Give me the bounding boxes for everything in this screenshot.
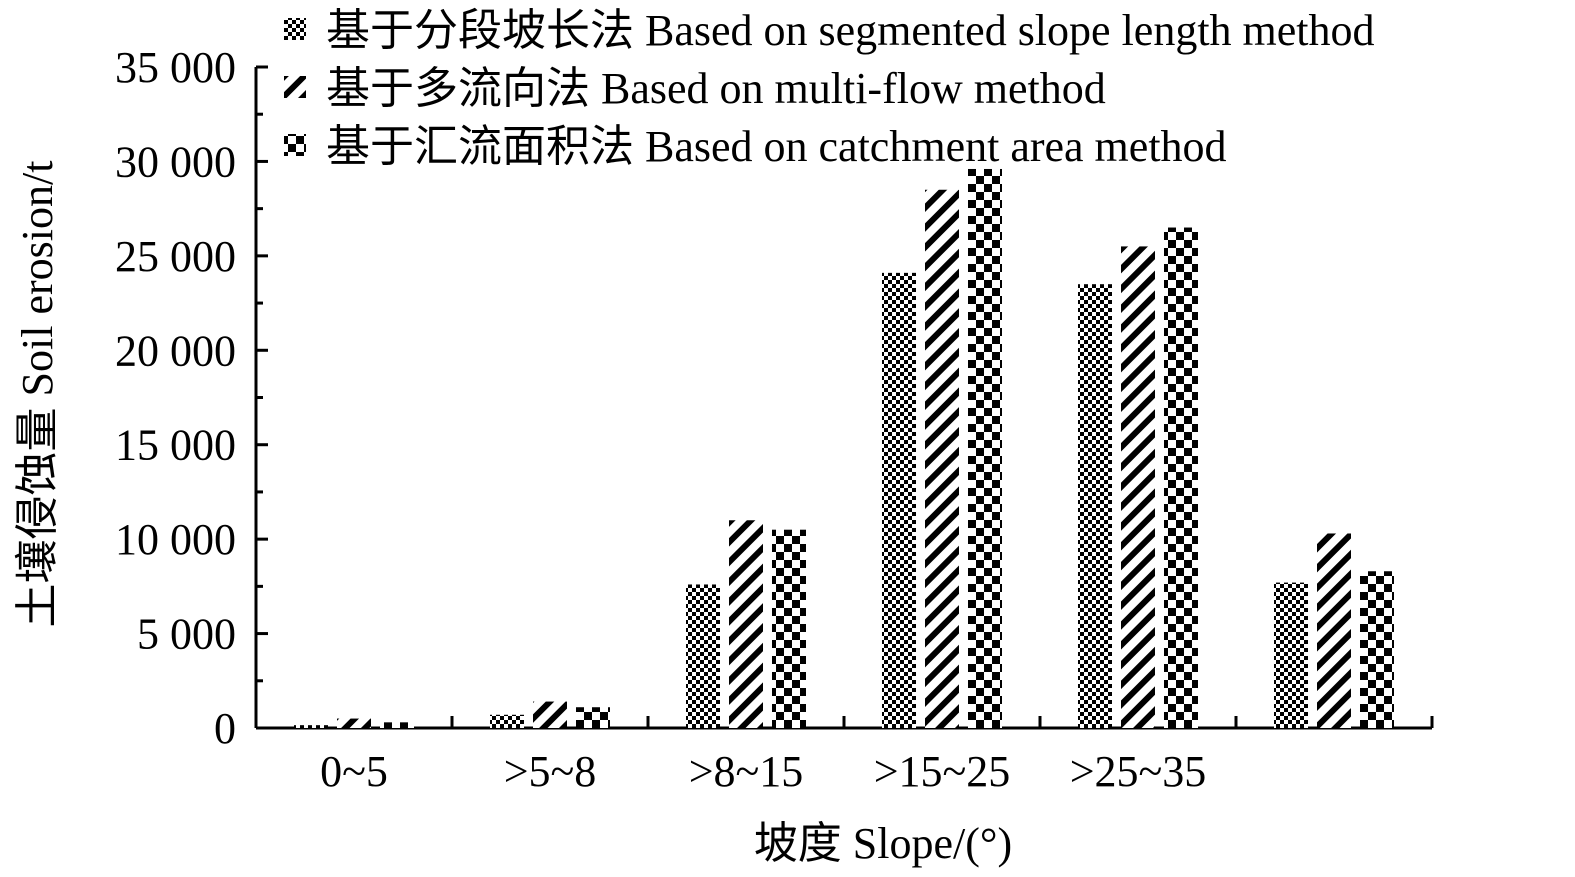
bar-series1-3 [925, 189, 959, 728]
bar-series2-0 [380, 722, 414, 728]
bar-series0-5 [1274, 582, 1308, 728]
bar-series2-3 [968, 168, 1002, 729]
y-axis-ticks: 0 5 000 10 000 15 000 20 000 25 000 30 000 35 0… [115, 43, 268, 753]
legend: 基于分段坡长法 Based on segmented slope length … [284, 6, 1375, 171]
legend-label-0: 基于分段坡长法 Based on segmented slope length … [326, 6, 1375, 55]
bar-series2-4 [1164, 227, 1198, 728]
bar-series2-5 [1360, 571, 1394, 728]
legend-swatch-0 [284, 18, 306, 40]
bar-series0-0 [294, 725, 328, 728]
x-tick-label: >25~35 [1070, 747, 1207, 796]
bar-series0-1 [490, 714, 524, 728]
bar-series2-2 [772, 529, 806, 728]
bar-series0-3 [882, 272, 916, 728]
bar-series1-1 [533, 701, 567, 728]
legend-label-2: 基于汇流面积法 Based on catchment area method [326, 122, 1227, 171]
bar-series1-4 [1121, 246, 1155, 728]
bar-series1-5 [1317, 533, 1351, 728]
x-axis-ticks: 0~5 >5~8 >8~15 >15~25 >25~35 [320, 716, 1434, 796]
bar-series1-0 [337, 718, 371, 728]
bar-series0-2 [686, 584, 720, 728]
y-tick-label: 25 000 [115, 232, 236, 281]
y-axis-label: 土壤侵蚀量 Soil erosion/t [13, 161, 62, 628]
y-tick-label: 20 000 [115, 326, 236, 375]
legend-swatch-2 [284, 134, 306, 156]
bar-series2-1 [576, 707, 610, 728]
x-axis-label: 坡度 Slope/(°) [754, 819, 1012, 868]
x-tick-label: >5~8 [504, 747, 597, 796]
y-tick-label: 5 000 [137, 610, 236, 659]
x-tick-label: 0~5 [320, 747, 388, 796]
bars [294, 168, 1394, 729]
y-tick-label: 30 000 [115, 137, 236, 186]
legend-label-1: 基于多流向法 Based on multi-flow method [326, 64, 1106, 113]
x-tick-label: >15~25 [874, 747, 1011, 796]
x-tick-label: >8~15 [689, 747, 804, 796]
y-tick-label: 10 000 [115, 515, 236, 564]
y-tick-label: 35 000 [115, 43, 236, 92]
y-tick-label: 15 000 [115, 421, 236, 470]
bar-series1-2 [729, 520, 763, 728]
legend-swatch-1 [284, 76, 306, 98]
y-tick-label: 0 [214, 704, 236, 753]
bar-series0-4 [1078, 284, 1112, 728]
